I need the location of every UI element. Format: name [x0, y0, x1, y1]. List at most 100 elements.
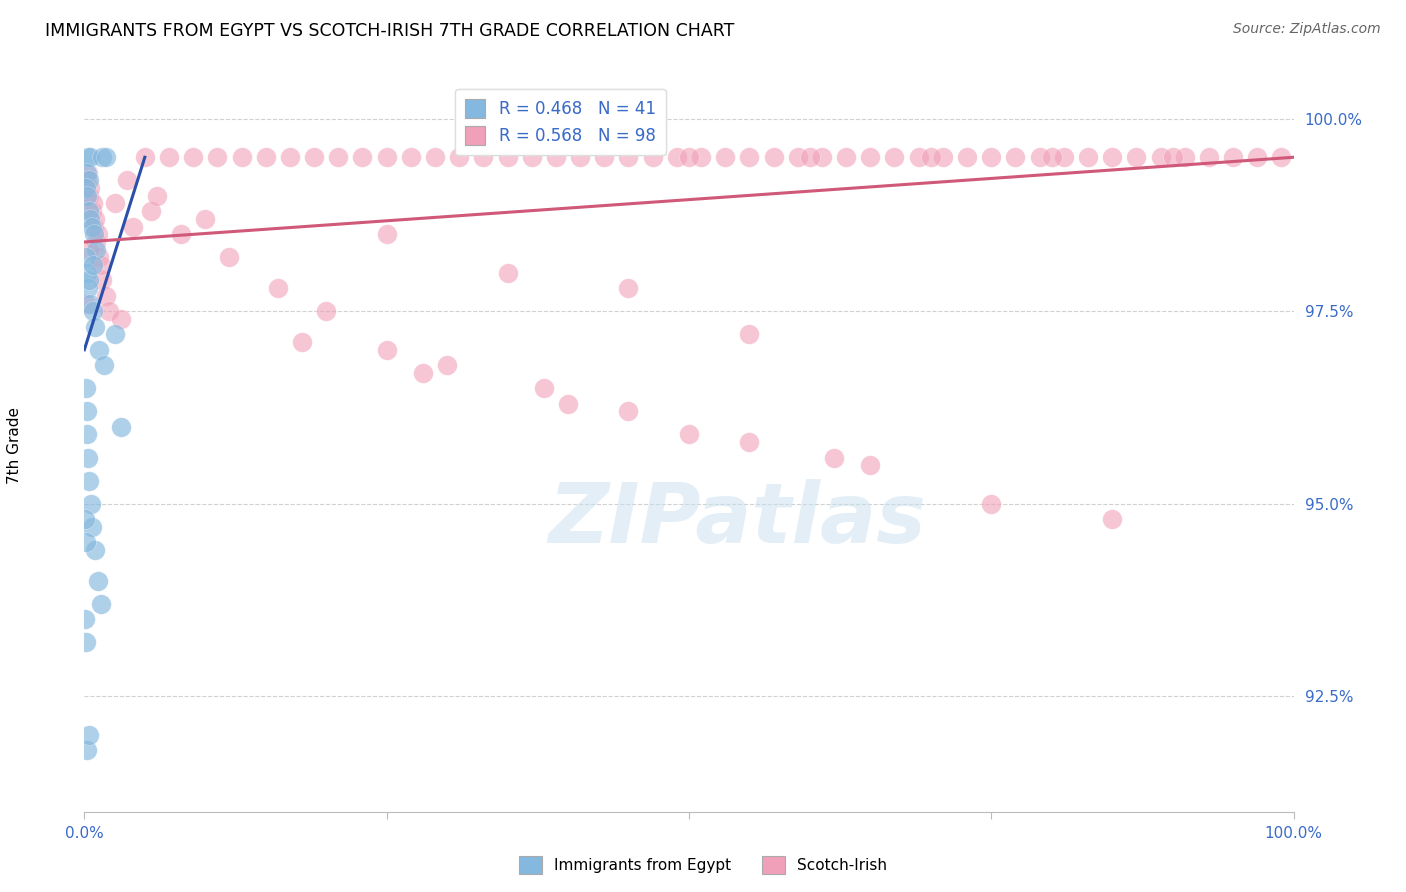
- Point: [94, 150, 117, 164]
- Point: [181, 150, 204, 164]
- Point: [690, 150, 713, 164]
- Point: [738, 435, 761, 450]
- Point: [799, 150, 821, 164]
- Point: [82, 520, 104, 534]
- Point: [104, 196, 127, 211]
- Point: [77, 281, 100, 295]
- Point: [375, 343, 398, 357]
- Point: [84, 319, 107, 334]
- Point: [520, 150, 543, 164]
- Point: [139, 204, 162, 219]
- Point: [170, 227, 193, 242]
- Point: [544, 150, 567, 164]
- Point: [835, 150, 858, 164]
- Point: [79, 150, 101, 164]
- Point: [412, 366, 434, 380]
- Point: [86, 227, 108, 242]
- Point: [496, 150, 519, 164]
- Point: [859, 458, 882, 473]
- Point: [1174, 150, 1197, 164]
- Point: [76, 427, 98, 442]
- Point: [1246, 150, 1268, 164]
- Point: [593, 150, 616, 164]
- Point: [73, 512, 96, 526]
- Y-axis label: 7th Grade: 7th Grade: [7, 408, 22, 484]
- Point: [278, 150, 301, 164]
- Point: [617, 150, 640, 164]
- Point: [83, 219, 105, 234]
- Point: [79, 181, 101, 195]
- Point: [1053, 150, 1076, 164]
- Point: [1077, 150, 1099, 164]
- Point: [75, 635, 97, 649]
- Point: [76, 166, 98, 180]
- Point: [678, 150, 700, 164]
- Point: [77, 173, 100, 187]
- Point: [980, 497, 1002, 511]
- Point: [641, 150, 664, 164]
- Point: [83, 227, 105, 242]
- Point: [617, 404, 640, 418]
- Point: [110, 312, 132, 326]
- Point: [82, 304, 104, 318]
- Point: [436, 358, 458, 372]
- Point: [569, 150, 592, 164]
- Point: [76, 188, 98, 202]
- Point: [86, 243, 108, 257]
- Point: [352, 150, 374, 164]
- Point: [94, 289, 117, 303]
- Point: [76, 173, 98, 187]
- Point: [1125, 150, 1147, 164]
- Point: [1028, 150, 1050, 164]
- Point: [77, 204, 100, 219]
- Point: [104, 327, 127, 342]
- Point: [76, 266, 98, 280]
- Point: [90, 597, 112, 611]
- Point: [449, 150, 471, 164]
- Point: [79, 273, 101, 287]
- Point: [375, 227, 398, 242]
- Point: [76, 404, 98, 418]
- Point: [77, 243, 100, 257]
- Point: [291, 334, 314, 349]
- Point: [80, 219, 103, 234]
- Point: [75, 181, 97, 195]
- Point: [1198, 150, 1220, 164]
- Point: [762, 150, 785, 164]
- Point: [738, 327, 761, 342]
- Point: [714, 150, 737, 164]
- Legend: R = 0.468   N = 41, R = 0.568   N = 98: R = 0.468 N = 41, R = 0.568 N = 98: [456, 88, 666, 155]
- Point: [76, 743, 98, 757]
- Point: [738, 150, 761, 164]
- Point: [920, 150, 942, 164]
- Point: [77, 728, 100, 742]
- Point: [115, 173, 138, 187]
- Point: [980, 150, 1002, 164]
- Point: [75, 381, 97, 395]
- Point: [823, 450, 845, 465]
- Point: [97, 304, 120, 318]
- Point: [86, 574, 108, 588]
- Point: [932, 150, 955, 164]
- Point: [375, 150, 398, 164]
- Point: [80, 204, 103, 219]
- Point: [207, 150, 229, 164]
- Point: [1004, 150, 1026, 164]
- Point: [157, 150, 180, 164]
- Point: [77, 150, 100, 164]
- Point: [315, 304, 337, 318]
- Point: [77, 188, 100, 202]
- Point: [93, 358, 115, 372]
- Point: [328, 150, 350, 164]
- Point: [267, 281, 290, 295]
- Point: [472, 150, 495, 164]
- Text: Source: ZipAtlas.com: Source: ZipAtlas.com: [1233, 22, 1381, 37]
- Point: [77, 474, 100, 488]
- Point: [75, 251, 97, 265]
- Point: [557, 397, 579, 411]
- Point: [907, 150, 929, 164]
- Point: [617, 281, 640, 295]
- Point: [678, 427, 700, 442]
- Point: [1040, 150, 1063, 164]
- Point: [91, 273, 114, 287]
